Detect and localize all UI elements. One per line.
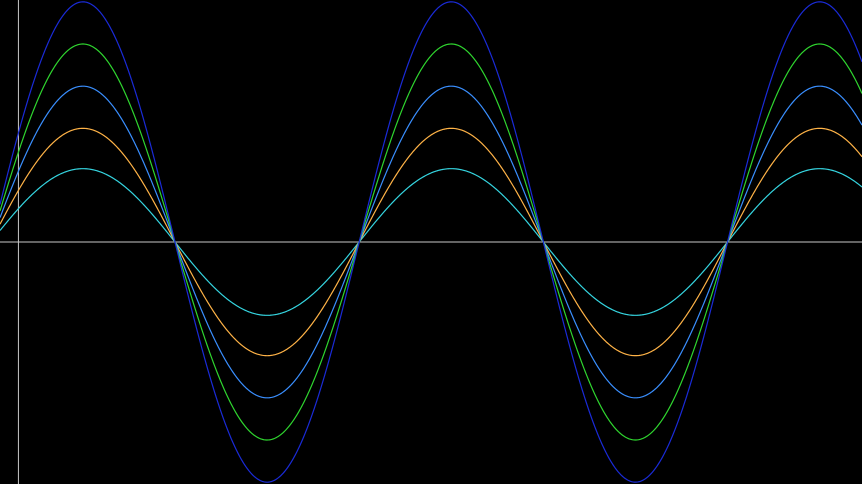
series-line-4 [0, 43, 862, 441]
series-line-1 [0, 168, 862, 316]
series-line-2 [0, 127, 862, 357]
series-line-3 [0, 85, 862, 399]
